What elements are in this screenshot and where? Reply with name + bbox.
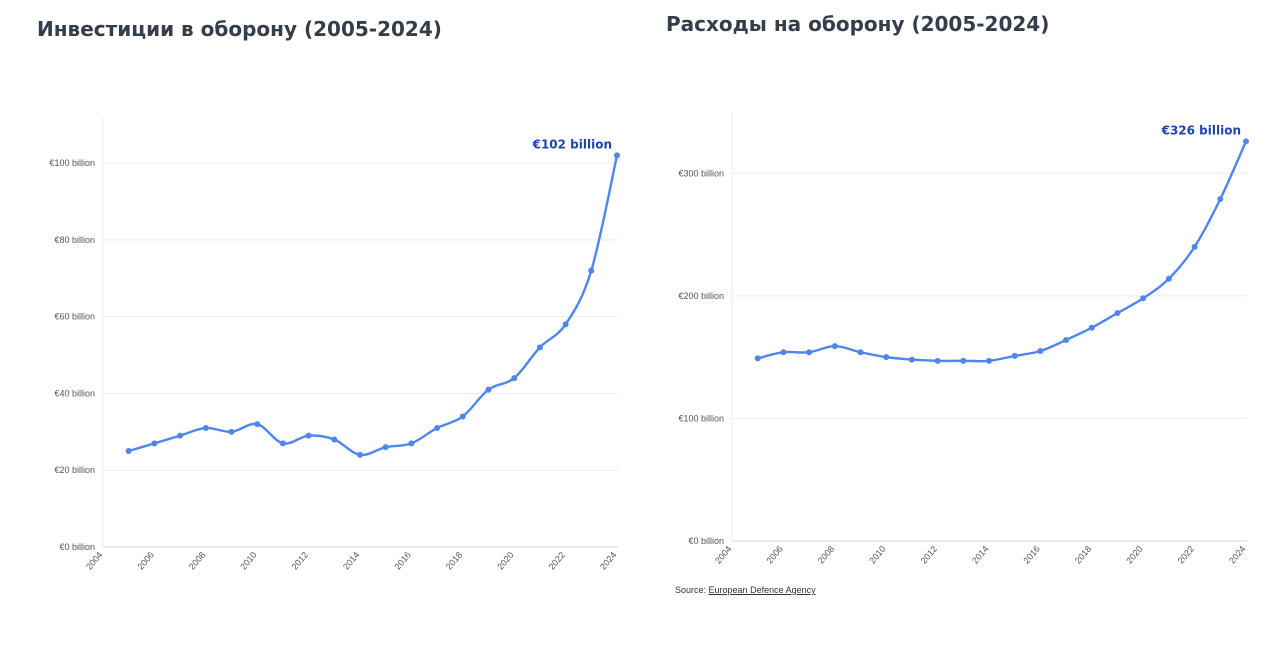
x-tick-label: 2024 <box>598 550 619 572</box>
data-point <box>1191 243 1198 250</box>
chart-panel-expenditure: Расходы на оборону (2005-2024) €0 billio… <box>640 0 1280 665</box>
data-point <box>562 321 569 328</box>
data-point <box>908 356 915 363</box>
data-point <box>1114 310 1121 317</box>
data-point <box>831 343 838 350</box>
x-tick-label: 2022 <box>1176 544 1197 566</box>
data-point <box>151 440 158 447</box>
last-value-label: €326 billion <box>1161 123 1241 137</box>
x-tick-label: 2004 <box>713 544 734 566</box>
data-point <box>357 451 363 458</box>
x-tick-label: 2012 <box>290 550 311 572</box>
x-tick-label: 2014 <box>970 544 991 566</box>
x-tick-label: 2024 <box>1227 544 1248 566</box>
x-tick-label: 2010 <box>867 544 888 566</box>
data-point <box>177 432 184 439</box>
data-point <box>202 424 209 431</box>
data-point <box>536 344 543 351</box>
data-point <box>614 152 620 159</box>
x-tick-label: 2012 <box>919 544 940 566</box>
x-tick-label: 2008 <box>187 550 208 572</box>
data-point <box>434 424 441 431</box>
x-tick-label: 2016 <box>1021 544 1042 566</box>
source-prefix: Source: <box>675 585 709 595</box>
source-note: Source: European Defence Agency <box>675 585 816 595</box>
data-point <box>1165 275 1172 282</box>
data-point <box>1243 138 1249 145</box>
x-tick-label: 2018 <box>444 550 465 572</box>
data-point <box>459 413 466 420</box>
y-tick-label: €40 billion <box>54 388 95 398</box>
data-point <box>331 436 338 443</box>
data-point <box>382 444 389 451</box>
y-tick-label: €100 billion <box>49 158 95 168</box>
data-point <box>228 428 235 435</box>
x-tick-label: 2020 <box>1124 544 1145 566</box>
data-point <box>305 432 312 439</box>
last-value-label: €102 billion <box>532 137 612 151</box>
y-tick-label: €200 billion <box>678 291 724 301</box>
data-point <box>883 354 890 361</box>
chart-panel-investment: Инвестиции в оборону (2005-2024) €0 bill… <box>37 17 620 572</box>
data-point <box>806 349 813 356</box>
data-point <box>511 375 518 382</box>
y-tick-label: €300 billion <box>678 168 724 178</box>
expenditure-line-chart: €0 billion €100 billion €200 billion €300 b… <box>678 112 1249 566</box>
data-point <box>485 386 492 393</box>
series-line <box>127 154 619 457</box>
x-tick-label: 2016 <box>392 550 413 572</box>
y-tick-label: €0 billion <box>688 536 724 546</box>
x-tick-label: 2022 <box>547 550 568 572</box>
data-point <box>279 440 286 447</box>
x-tick-label: 2014 <box>341 550 362 572</box>
data-point <box>857 349 864 356</box>
x-tick-label: 2008 <box>816 544 837 566</box>
data-point <box>1140 295 1147 302</box>
chart-title: Расходы на оборону (2005-2024) <box>666 12 1050 36</box>
y-tick-label: €60 billion <box>54 312 95 322</box>
x-tick-label: 2004 <box>84 550 105 572</box>
data-point <box>780 349 787 356</box>
x-tick-label: 2010 <box>238 550 259 572</box>
data-point <box>1217 196 1224 203</box>
series-line <box>756 140 1248 363</box>
x-tick-label: 2018 <box>1073 544 1094 566</box>
data-point <box>1037 348 1044 355</box>
investment-line-chart: €0 billion €20 billion €40 billion €60 bill… <box>49 117 620 572</box>
data-point <box>254 421 261 428</box>
x-tick-label: 2020 <box>495 550 516 572</box>
data-point <box>986 357 992 364</box>
y-tick-label: €100 billion <box>678 413 724 423</box>
source-link[interactable]: European Defence Agency <box>708 585 816 595</box>
data-point <box>125 448 132 455</box>
data-point <box>960 357 967 364</box>
data-point <box>754 355 761 362</box>
data-point <box>1088 324 1095 331</box>
data-point <box>1063 336 1070 343</box>
y-tick-label: €20 billion <box>54 465 95 475</box>
chart-title: Инвестиции в оборону (2005-2024) <box>37 17 442 41</box>
y-tick-label: €80 billion <box>54 235 95 245</box>
y-tick-label: €0 billion <box>59 542 95 552</box>
data-point <box>1011 352 1018 359</box>
x-tick-label: 2006 <box>764 544 785 566</box>
data-point <box>934 357 941 364</box>
data-point <box>588 267 595 274</box>
data-point <box>408 440 415 447</box>
x-tick-label: 2006 <box>135 550 156 572</box>
